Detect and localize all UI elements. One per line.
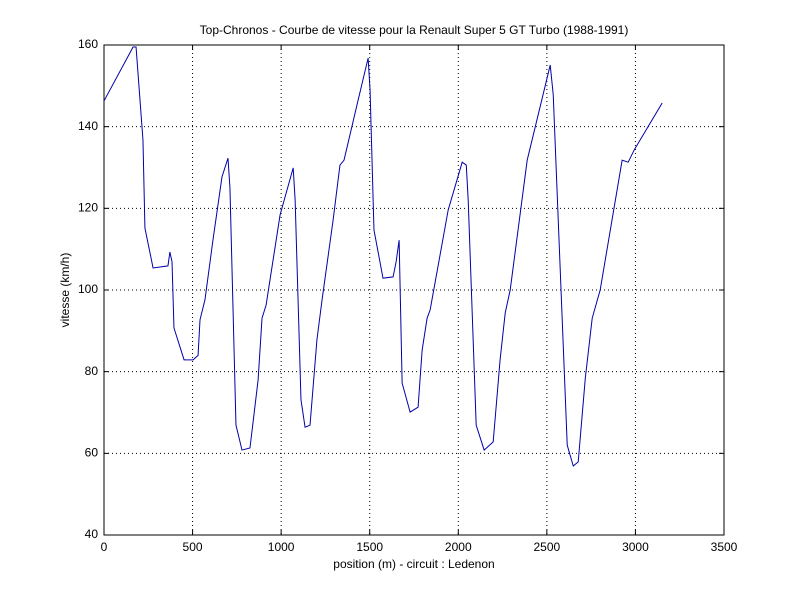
y-tick-label: 120 xyxy=(78,201,98,215)
x-tick-label: 0 xyxy=(101,540,108,554)
y-tick-label: 80 xyxy=(85,364,99,378)
y-tick-label: 140 xyxy=(78,119,98,133)
x-axis-label: position (m) - circuit : Ledenon xyxy=(333,557,494,571)
plot-frame xyxy=(103,44,725,536)
x-tick-label: 500 xyxy=(183,540,203,554)
y-tick-label: 100 xyxy=(78,282,98,296)
y-tick-label: 60 xyxy=(85,446,99,460)
y-axis-label: vitesse (km/h) xyxy=(58,253,72,328)
data-line xyxy=(103,46,663,467)
y-tick-label: 160 xyxy=(78,37,98,51)
x-tick-label: 2500 xyxy=(534,540,561,554)
y-tick-label: 40 xyxy=(85,527,99,541)
x-tick-label: 3500 xyxy=(711,540,738,554)
x-tick-label: 1000 xyxy=(268,540,295,554)
x-tick-label: 2000 xyxy=(445,540,472,554)
x-tick-label: 3000 xyxy=(622,540,649,554)
chart-title: Top-Chronos - Courbe de vitesse pour la … xyxy=(200,23,629,37)
x-tick-label: 1500 xyxy=(356,540,383,554)
